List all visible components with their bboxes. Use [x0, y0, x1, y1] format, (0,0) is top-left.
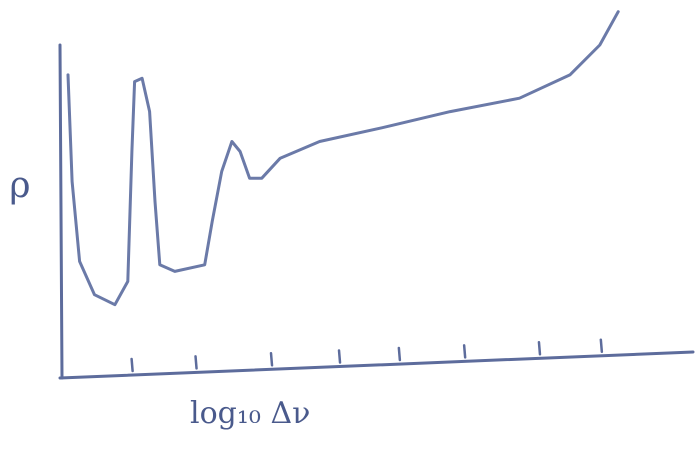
- x-tick: [464, 345, 465, 357]
- x-tick: [539, 342, 540, 354]
- page: {"chart_data": { "type": "line", "xlabel…: [0, 0, 695, 454]
- y-axis-label: ρ: [9, 165, 30, 206]
- x-tick: [132, 359, 133, 371]
- x-tick: [271, 353, 272, 365]
- x-tick: [601, 340, 602, 352]
- x-tick: [196, 356, 197, 368]
- chart: ρ log₁₀ Δν: [0, 0, 695, 454]
- x-tick: [339, 350, 340, 362]
- data-line: [68, 12, 618, 305]
- x-tick: [399, 348, 400, 360]
- x-axis: [60, 352, 693, 378]
- y-axis: [60, 45, 62, 378]
- x-axis-label: log₁₀ Δν: [190, 396, 310, 431]
